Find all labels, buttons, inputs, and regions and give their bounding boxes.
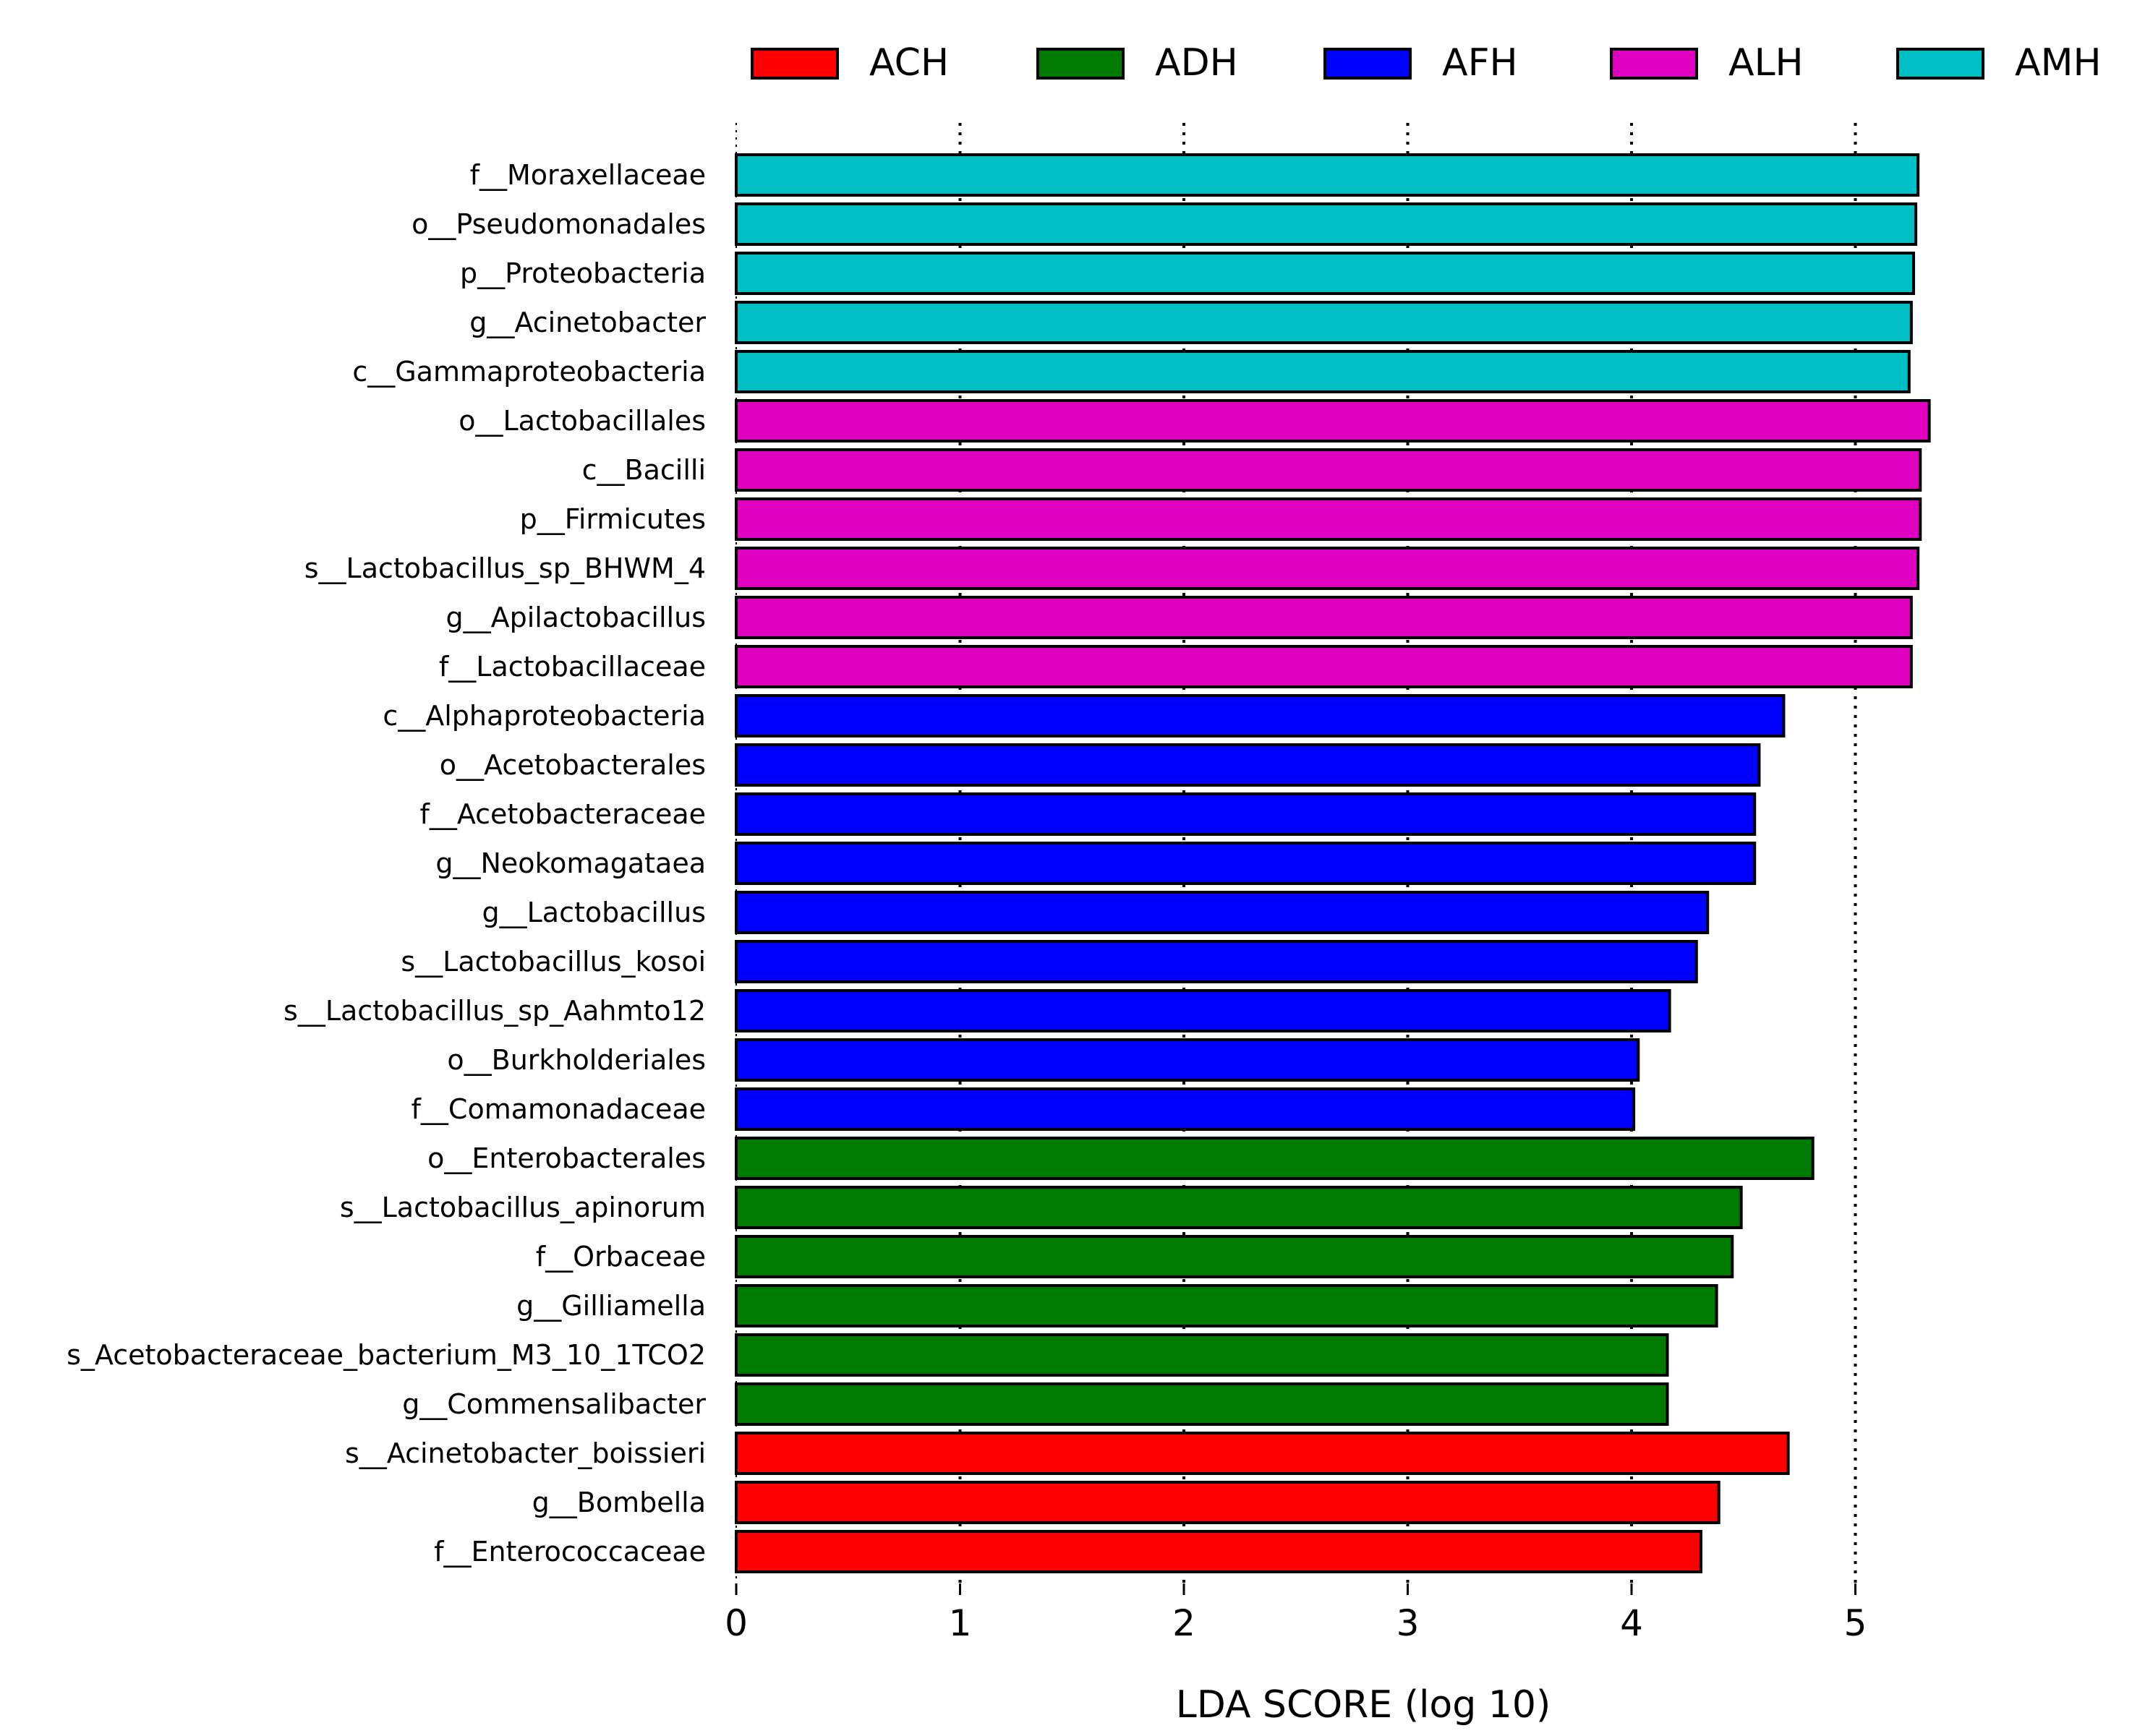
category-labels: f__Moraxellaceae o__Pseudomonadales p__Pro… xyxy=(67,159,706,1568)
x-tick-label: 3 xyxy=(1397,1602,1420,1644)
category-label: s__Lactobacillus_kosoi xyxy=(401,946,706,978)
bar-afh xyxy=(735,1087,1636,1131)
bar-ach xyxy=(735,1481,1720,1524)
bar-amh xyxy=(735,202,1918,246)
bar-amh xyxy=(735,153,1920,197)
category-label: c__Alphaproteobacteria xyxy=(383,700,706,732)
legend-label-ach: ACH xyxy=(869,41,949,85)
legend-label-amh: AMH xyxy=(2015,41,2102,85)
category-label: s_Acetobacteraceae_bacterium_M3_10_1TCO2 xyxy=(67,1339,706,1371)
bar-alh xyxy=(735,448,1922,492)
bar-alh xyxy=(735,399,1931,442)
bar-afh xyxy=(735,694,1786,737)
category-label: g__Acinetobacter xyxy=(469,307,706,338)
category-label: s__Acinetobacter_boissieri xyxy=(345,1437,706,1469)
x-tick-label: 2 xyxy=(1172,1602,1195,1644)
category-label: g__Neokomagataea xyxy=(435,847,706,879)
x-tick-label: 5 xyxy=(1844,1602,1867,1644)
bar-afh xyxy=(735,1038,1640,1082)
bar-ach xyxy=(735,1530,1702,1573)
category-label: g__Lactobacillus xyxy=(482,897,706,928)
bar-adh xyxy=(735,1137,1815,1180)
category-label: o__Acetobacterales xyxy=(440,749,706,781)
bar-alh xyxy=(735,645,1913,688)
category-label: s__Lactobacillus_apinorum xyxy=(340,1192,706,1223)
bar-amh xyxy=(735,301,1913,344)
x-axis: 0 1 2 3 4 5 xyxy=(725,1583,1867,1644)
bar-amh xyxy=(735,350,1911,393)
category-label: f__Orbaceae xyxy=(536,1241,706,1273)
category-label: f__Lactobacillaceae xyxy=(439,651,706,683)
category-label: c__Gammaproteobacteria xyxy=(352,356,706,388)
category-label: o__Enterobacterales xyxy=(427,1142,706,1174)
legend-label-alh: ALH xyxy=(1728,41,1804,85)
bar-amh xyxy=(735,252,1915,295)
bar-alh xyxy=(735,497,1922,541)
bar-ach xyxy=(735,1432,1790,1475)
category-label: o__Pseudomonadales xyxy=(412,208,706,240)
category-label: g__Commensalibacter xyxy=(402,1388,706,1420)
bar-adh xyxy=(735,1284,1718,1327)
category-label: p__Firmicutes xyxy=(520,503,706,535)
category-label: g__Bombella xyxy=(532,1487,706,1518)
category-label: o__Lactobacillales xyxy=(459,405,706,437)
category-label: p__Proteobacteria xyxy=(460,257,706,289)
bar-adh xyxy=(735,1382,1669,1426)
legend: ACH ADH AFH ALH AMH xyxy=(751,41,2102,85)
legend-swatch-amh xyxy=(1896,48,1984,80)
category-label: f__Moraxellaceae xyxy=(470,159,706,191)
category-label: c__Bacilli xyxy=(582,454,706,486)
category-label: s__Lactobacillus_sp_Aahmto12 xyxy=(283,995,706,1027)
legend-swatch-ach xyxy=(751,48,839,80)
bar-afh xyxy=(735,891,1710,934)
bar-afh xyxy=(735,842,1757,885)
legend-swatch-afh xyxy=(1323,48,1412,80)
bar-afh xyxy=(735,940,1698,983)
bar-afh xyxy=(735,989,1671,1032)
category-label: o__Burkholderiales xyxy=(447,1044,706,1076)
category-label: f__Acetobacteraceae xyxy=(419,798,706,830)
x-tick-label: 4 xyxy=(1620,1602,1643,1644)
category-label: f__Comamonadaceae xyxy=(412,1093,706,1125)
legend-label-afh: AFH xyxy=(1442,41,1518,85)
legend-label-adh: ADH xyxy=(1155,41,1238,85)
x-tick-label: 0 xyxy=(725,1602,748,1644)
bar-alh xyxy=(735,547,1920,590)
bars xyxy=(735,153,1931,1573)
category-label: g__Gilliamella xyxy=(516,1290,706,1322)
category-label: g__Apilactobacillus xyxy=(445,602,706,633)
bar-afh xyxy=(735,743,1761,787)
x-axis-title: LDA SCORE (log 10) xyxy=(1176,1683,1551,1727)
bar-adh xyxy=(735,1235,1734,1278)
category-label: s__Lactobacillus_sp_BHWM_4 xyxy=(304,552,706,584)
bar-adh xyxy=(735,1333,1669,1377)
legend-swatch-alh xyxy=(1610,48,1698,80)
legend-swatch-adh xyxy=(1036,48,1125,80)
bar-alh xyxy=(735,596,1913,639)
x-tick-label: 1 xyxy=(949,1602,972,1644)
bar-adh xyxy=(735,1186,1743,1229)
category-label: f__Enterococcaceae xyxy=(434,1536,706,1568)
bar-afh xyxy=(735,792,1757,836)
